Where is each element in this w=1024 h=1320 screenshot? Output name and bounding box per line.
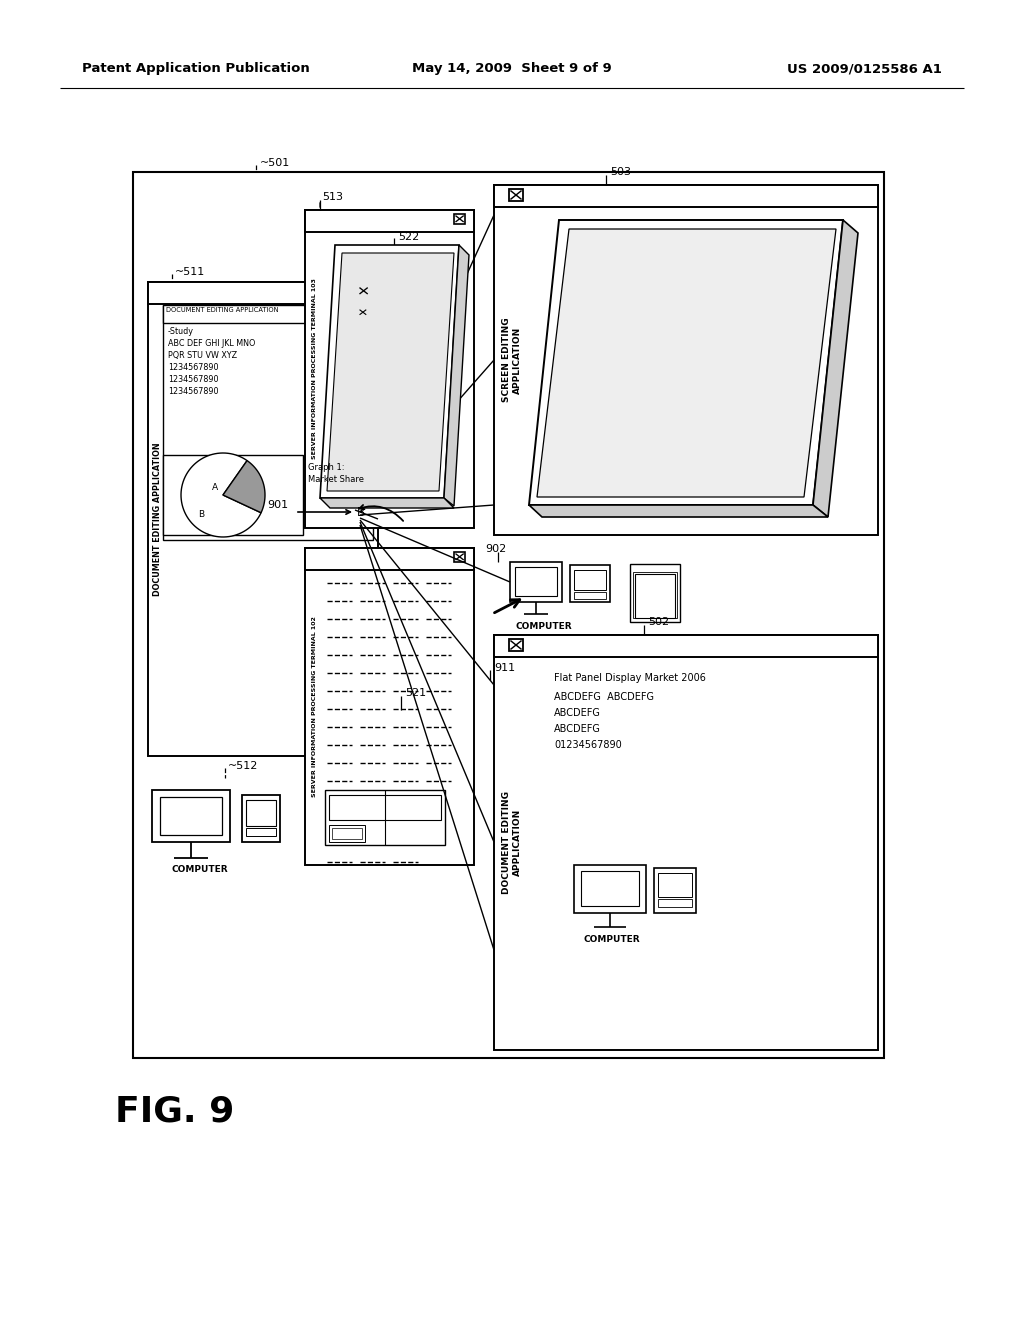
Text: 901: 901 xyxy=(267,500,288,510)
Bar xyxy=(574,591,606,599)
Bar xyxy=(454,552,465,561)
Text: ABC DEF GHI JKL MNO: ABC DEF GHI JKL MNO xyxy=(168,339,255,348)
Bar xyxy=(325,789,445,845)
Text: DOCUMENT EDITING
APPLICATION: DOCUMENT EDITING APPLICATION xyxy=(502,791,522,894)
Text: US 2009/0125586 A1: US 2009/0125586 A1 xyxy=(787,62,942,75)
Bar xyxy=(329,795,441,820)
Bar xyxy=(163,305,373,540)
Text: COMPUTER: COMPUTER xyxy=(172,865,228,874)
Text: 522: 522 xyxy=(398,232,419,242)
Text: 01234567890: 01234567890 xyxy=(554,741,622,750)
Bar xyxy=(246,828,276,836)
Text: PQR STU VW XYZ: PQR STU VW XYZ xyxy=(168,351,238,360)
Text: 1234567890: 1234567890 xyxy=(168,387,218,396)
Bar xyxy=(658,899,692,907)
Bar xyxy=(358,286,370,296)
Bar xyxy=(358,308,368,317)
Text: 521: 521 xyxy=(406,688,426,698)
Polygon shape xyxy=(319,498,454,508)
Text: Market Share: Market Share xyxy=(308,475,364,484)
Bar xyxy=(635,574,675,618)
Polygon shape xyxy=(319,246,459,498)
Bar xyxy=(630,564,680,622)
Bar xyxy=(246,800,276,826)
Bar xyxy=(163,305,373,323)
Text: May 14, 2009  Sheet 9 of 9: May 14, 2009 Sheet 9 of 9 xyxy=(412,62,612,75)
Text: DOCUMENT EDITING APPLICATION: DOCUMENT EDITING APPLICATION xyxy=(166,308,279,313)
Bar xyxy=(305,548,474,865)
Text: ABCDEFG: ABCDEFG xyxy=(554,708,601,718)
Bar xyxy=(133,172,884,1059)
Bar xyxy=(305,548,474,570)
Text: 902: 902 xyxy=(485,544,506,554)
Text: DOCUMENT EDITING APPLICATION: DOCUMENT EDITING APPLICATION xyxy=(153,442,162,595)
Polygon shape xyxy=(813,220,858,517)
Bar xyxy=(509,639,523,651)
Bar xyxy=(332,828,362,840)
Polygon shape xyxy=(181,453,261,537)
Bar xyxy=(509,189,523,201)
Text: ~512: ~512 xyxy=(228,762,258,771)
Bar xyxy=(515,568,557,597)
Text: SCREEN EDITING
APPLICATION: SCREEN EDITING APPLICATION xyxy=(502,318,522,403)
Text: FIG. 9: FIG. 9 xyxy=(115,1096,234,1129)
Bar xyxy=(494,185,878,207)
Bar xyxy=(329,825,365,842)
Bar xyxy=(494,635,878,1049)
Text: 911: 911 xyxy=(494,663,515,673)
Bar xyxy=(242,795,280,842)
Bar xyxy=(574,570,606,590)
Text: Flat Panel Display Market 2006: Flat Panel Display Market 2006 xyxy=(554,673,706,682)
Bar xyxy=(574,865,646,913)
Text: Patent Application Publication: Patent Application Publication xyxy=(82,62,309,75)
Polygon shape xyxy=(537,228,836,498)
Text: -Study: -Study xyxy=(168,327,194,337)
Polygon shape xyxy=(327,253,454,491)
Text: B: B xyxy=(357,506,366,519)
Bar xyxy=(305,210,474,528)
Text: COMPUTER: COMPUTER xyxy=(584,935,641,944)
Text: 513: 513 xyxy=(322,191,343,202)
Polygon shape xyxy=(223,461,265,512)
Bar xyxy=(633,572,677,618)
Text: ~501: ~501 xyxy=(260,158,290,168)
Text: ABCDEFG: ABCDEFG xyxy=(554,723,601,734)
Text: 502: 502 xyxy=(648,616,669,627)
Text: 503: 503 xyxy=(610,168,631,177)
Polygon shape xyxy=(444,246,469,506)
Text: SERVER INFORMATION PROCESSING TERMINAL 103: SERVER INFORMATION PROCESSING TERMINAL 1… xyxy=(311,279,316,459)
Bar xyxy=(148,282,378,756)
Text: ABCDEFG  ABCDEFG: ABCDEFG ABCDEFG xyxy=(554,692,654,702)
Bar xyxy=(305,210,474,232)
Polygon shape xyxy=(529,506,828,517)
Text: COMPUTER: COMPUTER xyxy=(515,622,571,631)
Polygon shape xyxy=(529,220,843,506)
Text: A: A xyxy=(212,483,218,492)
Bar xyxy=(148,282,378,304)
Bar xyxy=(570,565,610,602)
Text: SERVER INFORMATION PROCESSING TERMINAL 102: SERVER INFORMATION PROCESSING TERMINAL 1… xyxy=(311,616,316,797)
Bar xyxy=(494,185,878,535)
Bar xyxy=(654,869,696,913)
Text: ~511: ~511 xyxy=(175,267,205,277)
Text: 1234567890: 1234567890 xyxy=(168,375,218,384)
Text: 1234567890: 1234567890 xyxy=(168,363,218,372)
Bar xyxy=(581,871,639,906)
Bar xyxy=(160,797,222,836)
Bar xyxy=(494,635,878,657)
Bar xyxy=(454,214,465,223)
Text: B: B xyxy=(198,510,204,519)
Bar xyxy=(152,789,230,842)
Bar xyxy=(163,455,303,535)
Bar xyxy=(510,562,562,602)
Text: Graph 1:: Graph 1: xyxy=(308,463,344,473)
Bar xyxy=(658,873,692,898)
